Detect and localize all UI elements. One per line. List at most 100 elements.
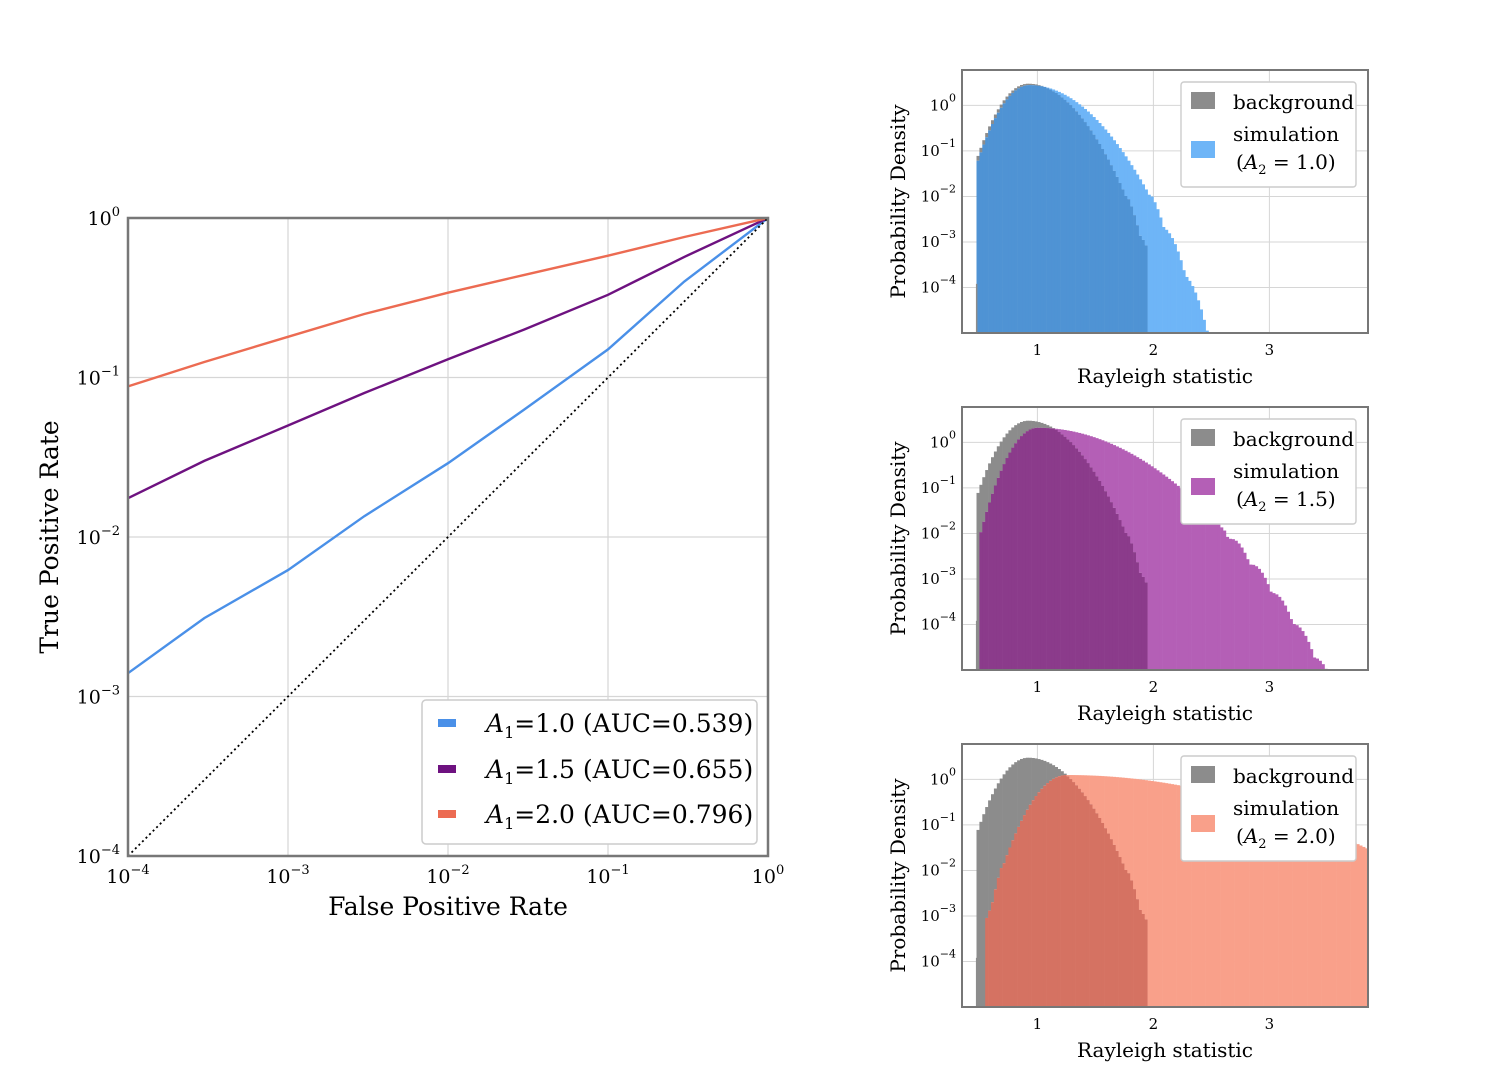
hist-bar-simulation (1286, 815, 1290, 1007)
hist-bar-simulation (1089, 436, 1093, 468)
hist-bar-overlap (988, 502, 992, 670)
hist-bar-overlap (1043, 785, 1047, 1007)
hist-bar-overlap (979, 152, 983, 333)
hist-bar-simulation (1214, 793, 1218, 1007)
hist-bar-simulation (1321, 664, 1325, 670)
roc-ytick-base: 10 (77, 687, 101, 709)
hist-bar-simulation (1281, 812, 1285, 1007)
hist-bar-overlap (1098, 481, 1102, 670)
hist-bar-overlap (1078, 114, 1082, 333)
hist-bar-simulation (1147, 464, 1151, 670)
hist-bar-overlap (1069, 442, 1073, 670)
hist-bar-overlap (988, 910, 992, 1007)
hist-bar-simulation (1121, 777, 1125, 864)
hist-xtick: 3 (1265, 1015, 1275, 1033)
hist-bar-overlap (1089, 467, 1093, 670)
hist-bar-simulation (1330, 832, 1334, 1007)
hist-bar-simulation (1170, 481, 1174, 670)
hist-bar-overlap (1014, 833, 1018, 1007)
hist-ytick-exp: −3 (940, 228, 956, 241)
hist-bar-simulation (1095, 119, 1099, 140)
hist-bar-overlap (1130, 206, 1134, 333)
hist-bar-overlap (1054, 777, 1058, 1007)
hist-bar-overlap (1075, 785, 1079, 1007)
hist-bar-simulation (1283, 605, 1288, 670)
hist-bar-overlap (1063, 99, 1067, 333)
legend-param-value: = 1.5) (1267, 487, 1336, 511)
hist-bar-simulation (1054, 90, 1058, 94)
legend-swatch-background (1191, 92, 1215, 109)
hist-bar-background (1011, 427, 1015, 448)
hist-bar-simulation (1263, 807, 1267, 1007)
roc-line-a1-1.0 (127, 217, 769, 675)
hist-bar-overlap (1075, 111, 1079, 334)
hist-bar-overlap (1141, 913, 1145, 1007)
hist-bar-overlap (1034, 796, 1038, 1007)
hist-bar-simulation (1121, 152, 1125, 190)
hist-ytick-exp: −2 (940, 856, 956, 869)
hist-bar-overlap (1028, 429, 1032, 670)
hist-bar-background (1025, 83, 1029, 86)
hist-bar-simulation (1167, 233, 1172, 333)
hist-bar-overlap (1020, 86, 1024, 333)
hist-bar-simulation (1312, 657, 1317, 670)
hist-bar-simulation (1098, 775, 1102, 819)
roc-xtick-exp: 0 (776, 863, 784, 878)
roc-ytick-base: 10 (77, 846, 101, 868)
hist-bar-simulation (1281, 600, 1285, 670)
hist-bar-simulation (1194, 788, 1198, 1007)
hist-bar-background (996, 783, 1000, 878)
hist-bar-simulation (1101, 126, 1105, 149)
hist-bar-background (979, 484, 983, 533)
hist-bar-simulation (1188, 280, 1192, 333)
hist-bar-background (1017, 86, 1021, 89)
hist-bar-simulation (1162, 782, 1166, 1007)
hist-bar-overlap (1022, 85, 1027, 334)
hist-bar-simulation (1185, 493, 1189, 670)
hist-bar-simulation (1223, 530, 1227, 670)
hist-bar-overlap (1092, 808, 1096, 1007)
hist-bar-simulation (1333, 833, 1337, 1007)
legend-sub: 1 (504, 723, 514, 742)
legend-label-parameter: (A2 = 1.0) (1236, 150, 1336, 178)
hist-bar-simulation (1162, 474, 1166, 670)
legend-sub: 1 (504, 769, 514, 788)
hist-bar-simulation (1321, 828, 1325, 1007)
hist-bar-simulation (1249, 802, 1253, 1007)
hist-bar-background (1046, 762, 1050, 784)
hist-ytick-exp: −3 (940, 902, 956, 915)
hist-ytick-base: 10 (921, 479, 940, 497)
legend-swatch-background (1191, 429, 1215, 446)
hist-bar-simulation (1211, 792, 1215, 1007)
roc-ylabel: True Positive Rate (35, 420, 64, 653)
hist-bar-simulation (1078, 104, 1082, 115)
hist-bar-overlap (991, 493, 995, 670)
hist-bar-simulation (1115, 446, 1119, 514)
hist-bar-overlap (1112, 507, 1116, 670)
hist-bar-background (1060, 771, 1064, 776)
hist-ytick-exp: 0 (949, 91, 956, 104)
hist-bar-simulation (1362, 846, 1366, 1007)
hist-bar-background (991, 120, 995, 124)
hist-bar-simulation (1257, 805, 1261, 1007)
hist-bar-simulation (1141, 460, 1145, 577)
hist-ytick-base: 10 (921, 524, 940, 542)
hist-bar-overlap (1104, 828, 1108, 1007)
roc-xtick-base: 10 (266, 866, 290, 888)
hist-bar-simulation (1095, 438, 1099, 477)
hist-bar-simulation (1121, 449, 1125, 527)
hist-bar-background (1037, 422, 1041, 428)
hist-bar-simulation (1199, 506, 1203, 670)
hist-bar-overlap (1037, 792, 1041, 1007)
hist-bar-simulation (1199, 789, 1203, 1007)
hist-bar-overlap (1002, 103, 1006, 333)
hist-bar-background (1031, 757, 1035, 801)
legend-label-parameter: (A2 = 2.0) (1236, 824, 1336, 852)
hist-bar-simulation (1078, 432, 1082, 452)
hist-bar-overlap (1124, 869, 1128, 1007)
hist-bar-simulation (1107, 442, 1111, 497)
roc-xtick: 10−3 (266, 863, 309, 888)
hist-bar-simulation (1124, 450, 1128, 533)
